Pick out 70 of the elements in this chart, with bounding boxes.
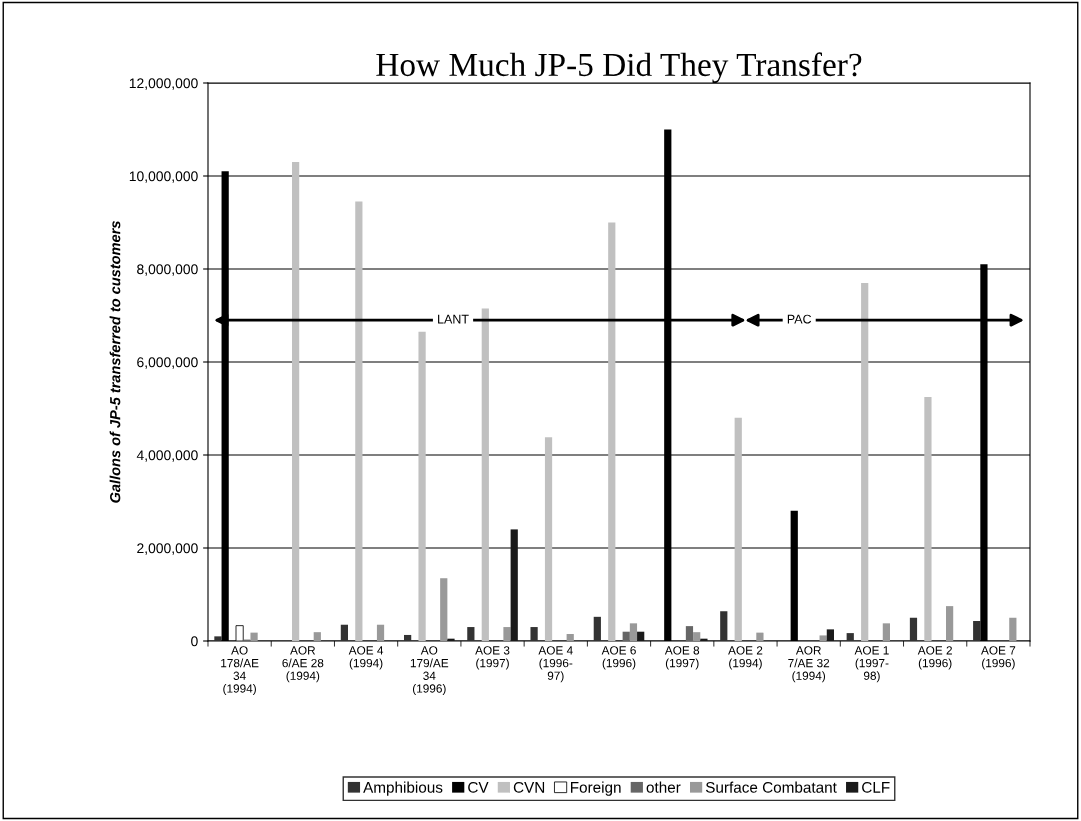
bar (945, 606, 954, 641)
bar (846, 633, 854, 641)
bar (629, 623, 638, 641)
bar (440, 578, 448, 641)
y-tick-label: 12,000,000 (129, 78, 198, 90)
y-tick-label: 10,000,000 (129, 171, 198, 183)
bar (826, 629, 834, 641)
bar (608, 222, 616, 641)
bar (720, 611, 728, 641)
bar (340, 624, 349, 641)
x-tick-label: AOR 7/AE 32 (1994) (788, 646, 830, 683)
bar (924, 396, 932, 641)
bar (467, 627, 475, 641)
bar (530, 627, 538, 641)
bar (693, 632, 701, 641)
x-tick-label: AOR 6/AE 28 (1994) (282, 646, 324, 683)
x-tick-label: AOE 4 (1996- 97) (538, 646, 573, 683)
x-tick-label: AOE 3 (1997) (475, 646, 510, 670)
bar (566, 634, 574, 641)
bar (250, 632, 258, 641)
bar (481, 308, 489, 641)
legend-label: Foreign (571, 781, 621, 796)
bar (418, 331, 426, 641)
x-tick-label: AOE 6 (1996) (601, 646, 636, 670)
y-tick-label: 6,000,000 (137, 357, 198, 369)
legend-label: CV (468, 781, 489, 793)
bar (376, 624, 385, 641)
x-tick-label: AOE 1 (1997- 98) (854, 646, 889, 683)
bar (734, 417, 742, 641)
annotation: LANT (438, 314, 469, 324)
y-tick-label: 4,000,000 (136, 450, 198, 462)
bar (973, 621, 981, 641)
legend-label: Amphibious (363, 781, 443, 796)
y-tick-label: 2,000,000 (137, 543, 198, 555)
y-tick-label: 8,000,000 (137, 264, 198, 276)
legend-label: other (646, 781, 681, 793)
bar (503, 627, 511, 641)
x-tick-label: AO 179/AE 34 (1996) (410, 646, 449, 696)
bar (510, 529, 518, 641)
bar (685, 626, 694, 641)
bar (544, 437, 553, 641)
x-tick-label: AO 178/AE 34 (1994) (221, 646, 259, 696)
x-tick-label: AOE 2 (1996) (917, 646, 952, 670)
bar (355, 201, 363, 641)
bar (861, 282, 869, 641)
chart-title: How Much JP-5 Did They Transfer? (376, 52, 862, 83)
bar (622, 631, 630, 641)
x-tick-label: AOE 2 (1994) (728, 646, 763, 670)
bar (909, 617, 918, 641)
bar (214, 636, 222, 641)
y-axis-title: Gallons of JP-5 transferred to customers (109, 221, 121, 503)
bar (593, 616, 601, 641)
bar (882, 623, 890, 641)
bar (700, 638, 708, 641)
annotation: PAC (787, 314, 812, 324)
legend-label: CLF (862, 781, 890, 793)
bar (637, 631, 645, 641)
bar (1009, 617, 1017, 641)
bar (313, 632, 321, 641)
bar (756, 632, 764, 641)
legend-label: CVN (513, 781, 545, 793)
bar (447, 638, 455, 641)
x-tick-label: AOE 7 (1996) (981, 646, 1016, 670)
x-tick-label: AOE 4 (1994) (348, 646, 384, 670)
bar (819, 635, 827, 641)
x-tick-label: AOE 8 (1997) (664, 646, 700, 670)
bar (404, 634, 412, 641)
y-tick-label: 0 (191, 636, 198, 647)
legend-label: Surface Combatant (705, 781, 837, 793)
bar (292, 162, 300, 641)
